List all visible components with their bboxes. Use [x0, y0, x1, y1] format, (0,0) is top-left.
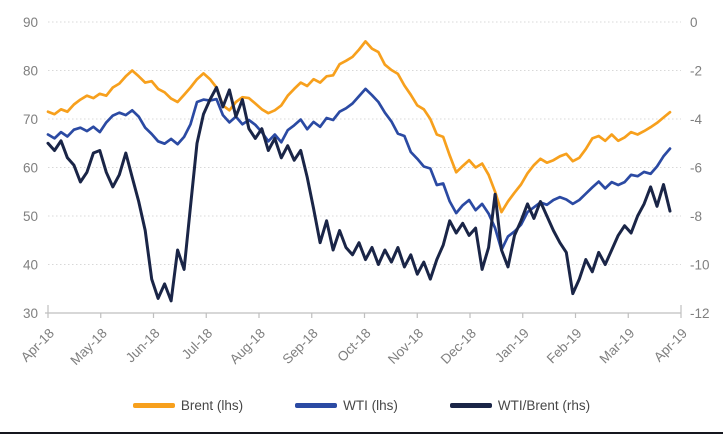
y-right-tick-label: -10 [690, 258, 710, 273]
price-chart: 90 80 70 60 50 40 30 0 -2 -4 -6 -8 -10 -12 Apr-18 May-1… [18, 15, 710, 368]
x-tick-label: Dec-18 [438, 326, 479, 367]
y-left-tick-label: 50 [23, 209, 38, 224]
x-tick-label: Aug-18 [227, 326, 268, 367]
legend-label-brent: Brent (lhs) [180, 398, 244, 413]
wti-brent-line-swatch [449, 403, 492, 408]
x-tick-label: Apr-18 [18, 326, 57, 365]
y-axis-left-labels: 90 80 70 60 50 40 30 [23, 15, 38, 321]
x-tick-label: Apr-19 [651, 326, 690, 365]
gridlines [48, 21, 681, 265]
x-tick-label: May-18 [67, 326, 109, 368]
chart-legend: Brent (lhs) WTI (lhs) WTI/Brent (rhs) [0, 398, 723, 413]
legend-label-wti-brent-spread: WTI/Brent (rhs) [497, 398, 591, 413]
series-line-wti [46, 87, 672, 252]
y-right-tick-label: -6 [690, 161, 702, 176]
y-right-tick-label: -12 [690, 306, 710, 321]
series-line-brent [46, 40, 672, 214]
series-line-wti-brent-spread [46, 86, 672, 303]
legend-item-wti: WTI (lhs) [295, 398, 398, 413]
y-right-tick-label: 0 [690, 15, 698, 30]
x-tick-label: Jan-19 [492, 326, 532, 366]
legend-label-wti: WTI (lhs) [343, 398, 398, 413]
x-tick-label: Nov-18 [385, 326, 426, 367]
y-right-tick-label: -8 [690, 209, 702, 224]
x-tick-label: Sep-18 [279, 326, 320, 367]
x-axis [45, 305, 682, 314]
x-tick-label: Mar-19 [597, 326, 638, 367]
y-left-tick-label: 70 [23, 112, 38, 127]
x-tick-label: Feb-19 [544, 326, 585, 367]
bottom-border-rule [0, 431, 723, 434]
y-left-tick-label: 90 [23, 15, 38, 30]
y-right-tick-label: -4 [690, 112, 702, 127]
y-left-tick-label: 60 [23, 161, 38, 176]
y-left-tick-label: 40 [23, 258, 38, 273]
x-tick-label: Jun-18 [123, 326, 163, 366]
y-left-tick-label: 80 [23, 64, 38, 79]
x-axis-labels: Apr-18 May-18 Jun-18 Jul-18 Aug-18 Sep-18 Oct-… [18, 313, 690, 368]
brent-line-swatch [132, 403, 175, 408]
y-right-tick-label: -2 [690, 64, 702, 79]
y-left-tick-label: 30 [23, 306, 38, 321]
x-tick-label: Jul-18 [179, 326, 216, 363]
legend-item-wti-brent-spread: WTI/Brent (rhs) [449, 398, 591, 413]
y-axis-right-labels: 0 -2 -4 -6 -8 -10 -12 [690, 15, 710, 321]
x-tick-label: Oct-18 [334, 326, 373, 365]
wti-line-swatch [295, 403, 338, 408]
series-lines [46, 40, 672, 303]
legend-item-brent: Brent (lhs) [132, 398, 244, 413]
